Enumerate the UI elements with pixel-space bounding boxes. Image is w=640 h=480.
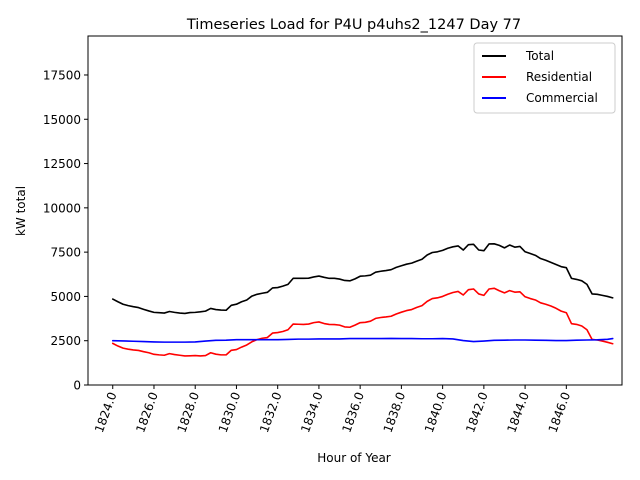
series-line-residential — [111, 287, 614, 357]
legend: Total Residential Commercial — [473, 42, 616, 114]
y-tick-label: 0 — [73, 379, 81, 393]
chart-title: Timeseries Load for P4U p4uhs2_1247 Day … — [186, 17, 521, 33]
x-axis-label: Hour of Year — [317, 451, 391, 465]
legend-label-total: Total — [525, 49, 554, 63]
series-line-total — [111, 243, 614, 315]
y-tick-label: 12500 — [43, 157, 81, 171]
legend-label-commercial: Commercial — [526, 91, 598, 105]
series-line-commercial — [111, 337, 614, 343]
plot-frame — [87, 35, 623, 386]
y-tick-label: 2500 — [50, 334, 81, 348]
legend-box — [473, 42, 616, 114]
y-axis-label: kW total — [14, 186, 28, 236]
series-layer — [111, 243, 614, 357]
legend-label-residential: Residential — [526, 70, 592, 84]
y-tick-label: 17500 — [43, 68, 81, 82]
y-tick-label: 7500 — [50, 246, 81, 260]
y-tick-label: 5000 — [50, 290, 81, 304]
y-tick-label: 10000 — [43, 201, 81, 215]
y-axis: 0 2500 5000 7500 10000 12500 15000 17500 — [43, 68, 88, 393]
y-tick-label: 15000 — [43, 113, 81, 127]
